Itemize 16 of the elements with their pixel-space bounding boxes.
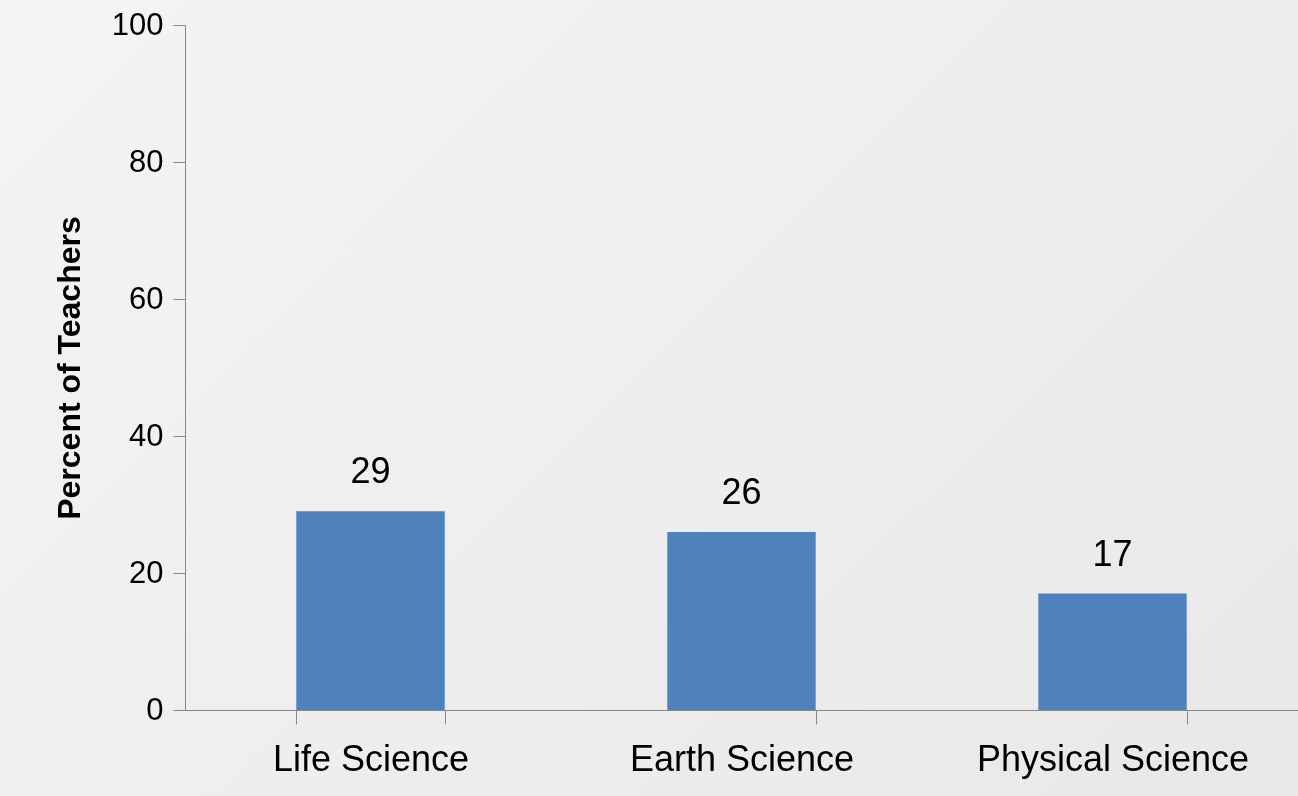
y-tick-label: 0 — [146, 691, 164, 727]
data-label: 26 — [721, 470, 762, 512]
y-tick-label: 100 — [111, 6, 164, 42]
y-axis-title: Percent of Teachers — [50, 216, 87, 520]
data-label: 29 — [350, 450, 391, 492]
x-tick-label: Life Science — [272, 737, 470, 779]
y-tick-label: 20 — [129, 554, 164, 590]
y-tick-label: 80 — [129, 143, 164, 179]
y-tick-label: 40 — [129, 417, 164, 453]
data-label: 17 — [1092, 532, 1133, 574]
bar — [1038, 593, 1187, 710]
x-tick-label: Physical Science — [976, 737, 1250, 779]
y-tick-label: 60 — [129, 280, 164, 316]
bar — [296, 511, 445, 710]
bar — [667, 531, 816, 710]
x-tick-label: Earth Science — [629, 737, 855, 779]
